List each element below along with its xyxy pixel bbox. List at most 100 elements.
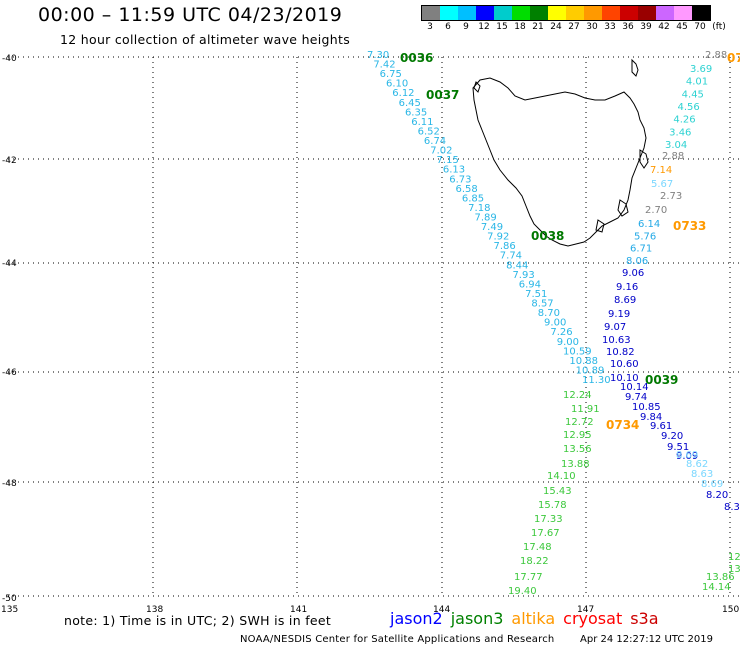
wave-height-value: 10.82 xyxy=(606,347,635,358)
legend-label-5: 18 xyxy=(514,22,526,32)
wave-height-value: 9.09 xyxy=(676,451,698,462)
wave-height-value: 15.43 xyxy=(543,486,572,497)
wave-height-value: 3.04 xyxy=(665,140,687,151)
lat-label-50: -50 xyxy=(2,594,17,604)
wave-height-value: 9.00 xyxy=(544,318,566,329)
pass-labels: 0036 0037 0038 0039 0733 0734 07 xyxy=(400,51,740,432)
wave-height-value: 7.14 xyxy=(650,165,672,176)
wave-height-value: 4.45 xyxy=(682,89,704,100)
color-legend-labels: 3 6 9 12 15 18 21 24 27 30 33 36 39 42 45 70 (ft) xyxy=(421,22,729,32)
wave-height-value: 6.11 xyxy=(411,117,433,128)
wave-height-value: 10.63 xyxy=(602,335,631,346)
wave-height-value: 17.48 xyxy=(523,542,552,553)
pass-label: 0037 xyxy=(426,88,459,102)
wave-height-value: 9.19 xyxy=(608,309,630,320)
wave-height-value: 7.89 xyxy=(475,213,497,224)
legend-label-0: 3 xyxy=(427,22,433,32)
wave-height-value: 7.26 xyxy=(550,327,572,338)
legend-label-14: 45 xyxy=(676,22,688,32)
wave-height-value: 9.20 xyxy=(661,431,683,442)
wave-height-value: 2.88 xyxy=(705,50,727,61)
satellite-s3a: s3a xyxy=(630,609,659,628)
wave-height-value: 7.30 xyxy=(367,50,389,61)
wave-height-value: 17.67 xyxy=(531,528,560,539)
legend-label-11: 36 xyxy=(622,22,634,32)
wave-height-value: 11.91 xyxy=(571,404,600,415)
legend-swatch-7 xyxy=(548,6,566,20)
axis-labels: -40 -42 -44 -46 -48 -50 135 138 141 144 … xyxy=(1,54,739,615)
legend-label-7: 24 xyxy=(550,22,562,32)
wave-height-value: 7.02 xyxy=(430,146,452,157)
wave-height-value: 4.01 xyxy=(686,77,708,88)
wave-height-value: 10.59 xyxy=(563,346,592,357)
lat-label-44: -44 xyxy=(2,259,17,269)
wave-height-value: 4.56 xyxy=(678,102,700,113)
wave-height-value: 10.60 xyxy=(610,359,639,370)
wave-height-value: 7.49 xyxy=(481,222,503,233)
wave-height-value: 6.73 xyxy=(449,174,471,185)
wave-height-value: 8.3 xyxy=(724,502,740,513)
legend-swatch-5 xyxy=(512,6,530,20)
lon-label-144: 144 xyxy=(433,605,450,615)
pass-label: 0039 xyxy=(645,373,678,387)
legend-label-10: 33 xyxy=(604,22,616,32)
wave-height-value: 6.71 xyxy=(630,244,652,255)
lat-label-42: -42 xyxy=(2,156,17,166)
legend-swatch-4 xyxy=(494,6,512,20)
wave-height-value: 7.42 xyxy=(373,60,395,71)
wave-height-value: 7.15 xyxy=(437,155,459,166)
wave-height-value: 8.69 xyxy=(701,479,723,490)
wave-height-value: 14.10 xyxy=(547,471,576,482)
wave-height-value: 8.62 xyxy=(686,459,708,470)
legend-label-2: 9 xyxy=(463,22,469,32)
wave-height-value: 13.56 xyxy=(563,444,592,455)
king-island xyxy=(473,81,481,93)
legend-swatch-3 xyxy=(476,6,494,20)
legend-swatch-1 xyxy=(440,6,458,20)
legend-label-6: 21 xyxy=(532,22,544,32)
wave-height-value: 9.16 xyxy=(616,282,638,293)
wave-height-value: 8.69 xyxy=(676,450,698,461)
wave-height-value: 12.72 xyxy=(565,417,594,428)
legend-swatch-9 xyxy=(584,6,602,20)
wave-height-value: 6.10 xyxy=(386,79,408,90)
legend-swatch-6 xyxy=(530,6,548,20)
legend-swatch-10 xyxy=(602,6,620,20)
tasmania-east-islands xyxy=(595,58,649,233)
satellite-cryosat: cryosat xyxy=(563,609,623,628)
wave-height-value: 10.85 xyxy=(632,402,661,413)
tasmania-coastline xyxy=(472,77,647,247)
pass-label: 0733 xyxy=(673,219,706,233)
credit-line: NOAA/NESDIS Center for Satellite Applica… xyxy=(240,634,555,645)
legend-swatch-11 xyxy=(620,6,638,20)
wave-height-value: 6.74 xyxy=(424,136,446,147)
map-title: 00:00 – 11:59 UTC 04/23/2019 xyxy=(38,4,343,26)
pass-label: 0038 xyxy=(531,229,564,243)
wave-height-value: 14.14 xyxy=(702,582,731,593)
wave-height-value: 10.88 xyxy=(569,356,598,367)
wave-height-value: 17.33 xyxy=(534,514,563,525)
wave-height-value: 6.13 xyxy=(443,165,465,176)
wave-height-value: 7.86 xyxy=(493,241,515,252)
wave-height-value: 10.89 xyxy=(576,365,605,376)
lon-label-135: 135 xyxy=(1,605,18,615)
wave-height-value: 10.10 xyxy=(610,373,639,384)
wave-height-value: 7.51 xyxy=(525,289,547,300)
legend-swatch-15 xyxy=(692,6,710,20)
wave-height-value: 13.88 xyxy=(561,459,590,470)
wave-height-value: 7.92 xyxy=(487,232,509,243)
wave-height-value: 5.67 xyxy=(651,179,673,190)
wave-height-value: 7.18 xyxy=(468,203,490,214)
legend-label-12: 39 xyxy=(640,22,652,32)
wave-height-value: 3.46 xyxy=(669,127,691,138)
wave-height-value: 9.74 xyxy=(625,392,647,403)
wave-height-value: 13.86 xyxy=(706,572,735,583)
legend-swatch-14 xyxy=(674,6,692,20)
color-legend xyxy=(421,5,711,21)
wave-height-value: 8.63 xyxy=(691,469,713,480)
wave-height-value: 12 xyxy=(728,552,740,563)
wave-height-value: 4.26 xyxy=(673,115,695,126)
lon-label-150: 150 xyxy=(722,605,739,615)
lat-label-40: -40 xyxy=(2,54,17,64)
wave-height-value: 9.84 xyxy=(640,412,662,423)
